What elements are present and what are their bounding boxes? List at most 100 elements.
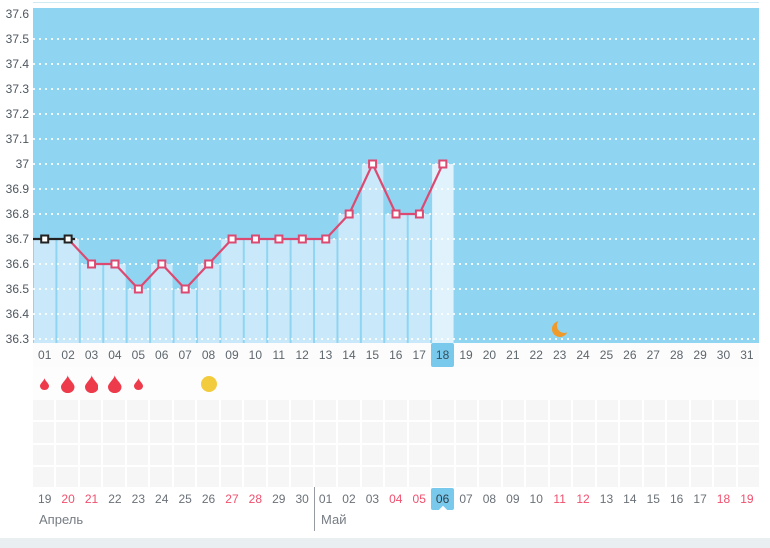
notes-grid-cell[interactable] (338, 422, 360, 443)
notes-grid-cell[interactable] (502, 466, 525, 487)
temperature-marker[interactable] (438, 159, 448, 169)
notes-grid-cell[interactable] (267, 400, 290, 421)
notes-grid-cell[interactable] (291, 400, 313, 421)
cycle-day-cell[interactable]: 12 (295, 348, 309, 362)
notes-grid-cell[interactable] (150, 422, 172, 443)
calendar-date-cell[interactable]: 19 (740, 492, 754, 506)
cycle-day-cell[interactable]: 23 (552, 348, 567, 362)
calendar-date-cell[interactable]: 05 (412, 492, 426, 506)
day-mark-cell[interactable] (665, 367, 688, 400)
notes-grid-cell[interactable] (596, 466, 619, 487)
cycle-day-cell[interactable]: 10 (248, 348, 263, 362)
day-mark-cell[interactable] (525, 367, 548, 400)
notes-grid-cell[interactable] (150, 466, 172, 487)
notes-grid-cell[interactable] (103, 466, 125, 487)
cycle-day-cell[interactable]: 08 (201, 348, 216, 362)
cycle-day-cell[interactable]: 29 (693, 348, 707, 362)
day-mark-cell[interactable] (642, 367, 665, 400)
notes-grid-cell[interactable] (361, 400, 384, 421)
notes-grid-cell[interactable] (667, 400, 689, 421)
cycle-day-cell[interactable]: 11 (272, 348, 285, 362)
day-mark-cell[interactable] (197, 367, 220, 400)
day-mark-cell[interactable] (127, 367, 150, 400)
notes-grid-cell[interactable] (103, 444, 125, 465)
temperature-marker[interactable] (63, 234, 73, 244)
notes-grid-cell[interactable] (502, 444, 525, 465)
cycle-day-cell[interactable]: 02 (61, 348, 75, 362)
calendar-date-cell[interactable]: 14 (623, 492, 637, 506)
cycle-day-cell[interactable]: 04 (108, 348, 122, 362)
day-mark-cell[interactable] (618, 367, 641, 400)
temperature-marker[interactable] (180, 284, 190, 294)
cycle-day-cell[interactable]: 07 (178, 348, 192, 362)
notes-grid-cell[interactable] (502, 400, 525, 421)
notes-grid-cell[interactable] (526, 422, 548, 443)
notes-grid-cell[interactable] (173, 422, 196, 443)
notes-grid-cell[interactable] (690, 422, 713, 443)
cycle-day-cell[interactable]: 27 (646, 348, 660, 362)
notes-grid-cell[interactable] (56, 422, 78, 443)
notes-grid-cell[interactable] (267, 422, 290, 443)
notes-grid-cell[interactable] (690, 400, 713, 421)
notes-grid-cell[interactable] (220, 466, 243, 487)
notes-grid-cell[interactable] (479, 422, 501, 443)
notes-grid-cell[interactable] (455, 400, 478, 421)
notes-grid-cell[interactable] (56, 466, 78, 487)
day-mark-cell[interactable] (244, 367, 267, 400)
cycle-day-cell[interactable]: 13 (318, 348, 333, 362)
cycle-day-cell[interactable]: 19 (459, 348, 473, 362)
notes-grid-cell[interactable] (549, 422, 572, 443)
notes-grid-cell[interactable] (173, 466, 196, 487)
calendar-date-cell[interactable]: 22 (108, 492, 122, 506)
day-mark-cell[interactable] (220, 367, 243, 400)
notes-grid-cell[interactable] (267, 466, 290, 487)
notes-grid-cell[interactable] (197, 444, 219, 465)
notes-grid-cell[interactable] (620, 422, 642, 443)
calendar-date-cell[interactable]: 18 (716, 492, 731, 506)
calendar-date-cell[interactable]: 08 (482, 492, 497, 506)
temperature-marker[interactable] (344, 209, 354, 219)
notes-grid-cell[interactable] (714, 400, 736, 421)
notes-grid-cell[interactable] (197, 400, 219, 421)
calendar-date-cell[interactable]: 19 (38, 492, 52, 506)
cycle-day-cell[interactable]: 28 (669, 348, 684, 362)
cycle-day-cell-selected[interactable]: 18 (430, 343, 455, 367)
notes-grid-cell[interactable] (502, 422, 525, 443)
cycle-day-cell[interactable]: 22 (529, 348, 543, 362)
notes-grid-cell[interactable] (620, 444, 642, 465)
calendar-date-cell[interactable]: 12 (576, 492, 590, 506)
day-mark-cell[interactable] (314, 367, 337, 400)
notes-grid-cell[interactable] (56, 400, 78, 421)
notes-grid-cell[interactable] (667, 466, 689, 487)
notes-grid-cell[interactable] (126, 444, 149, 465)
notes-grid-cell[interactable] (173, 444, 196, 465)
notes-grid-cell[interactable] (596, 444, 619, 465)
notes-grid-cell[interactable] (385, 444, 407, 465)
day-mark-cell[interactable] (80, 367, 103, 400)
calendar-date-cell[interactable]: 16 (669, 492, 684, 506)
notes-grid-cell[interactable] (526, 400, 548, 421)
notes-grid-cell[interactable] (103, 400, 125, 421)
temperature-marker[interactable] (297, 234, 307, 244)
notes-grid-cell[interactable] (479, 444, 501, 465)
temperature-chart-plot[interactable] (33, 8, 759, 343)
day-mark-cell[interactable] (712, 367, 735, 400)
temperature-marker[interactable] (133, 284, 143, 294)
notes-grid-cell[interactable] (432, 400, 454, 421)
notes-grid-cell[interactable] (643, 466, 666, 487)
temperature-marker[interactable] (250, 234, 260, 244)
cycle-day-cell[interactable]: 03 (84, 348, 99, 362)
day-mark-cell[interactable] (454, 367, 477, 400)
notes-grid-cell[interactable] (596, 400, 619, 421)
notes-grid-cell[interactable] (79, 466, 102, 487)
notes-grid-cell[interactable] (126, 400, 149, 421)
calendar-date-cell[interactable]: 15 (646, 492, 660, 506)
notes-grid-cell[interactable] (737, 422, 759, 443)
notes-grid-cell[interactable] (361, 444, 384, 465)
notes-grid-cell[interactable] (643, 400, 666, 421)
cycle-day-cell[interactable]: 09 (225, 348, 239, 362)
cycle-day-cell[interactable]: 05 (131, 348, 145, 362)
cycle-day-cell[interactable]: 21 (506, 348, 520, 362)
day-mark-cell[interactable] (150, 367, 173, 400)
notes-grid-cell[interactable] (737, 466, 759, 487)
